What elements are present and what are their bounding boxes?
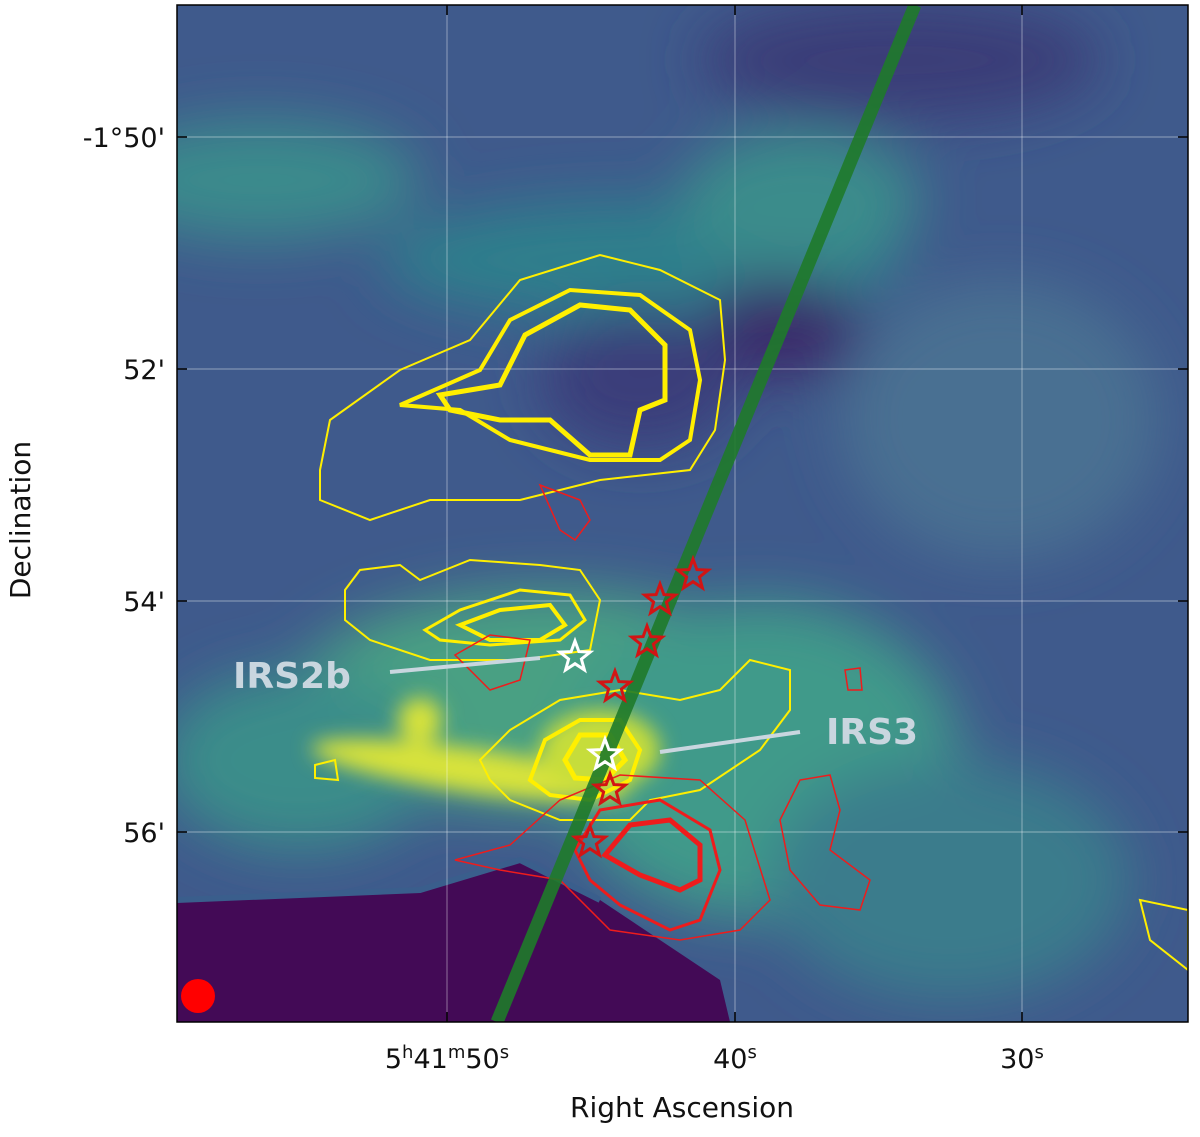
source-star <box>570 821 610 859</box>
tick-superscript: s <box>747 1042 756 1063</box>
slit-line <box>490 5 922 1022</box>
red-contours <box>453 483 871 941</box>
sky-image <box>177 5 1188 1022</box>
y-tick-label: 56' <box>123 818 165 849</box>
beam-size <box>181 979 215 1013</box>
annotation: IRS2b <box>233 656 351 697</box>
annotation: IRS3 <box>826 712 918 753</box>
tick-text: 30 <box>1000 1044 1034 1075</box>
tick-superscript: m <box>448 1042 466 1063</box>
tick-text: 40 <box>713 1044 747 1075</box>
y-tick-label: -1°50' <box>83 123 165 154</box>
source-star <box>673 554 713 592</box>
y-tick-label: 54' <box>123 587 165 618</box>
x-axis-label: Right Ascension <box>570 1091 794 1124</box>
source-star <box>627 621 667 659</box>
axes-frame <box>176 4 1189 1023</box>
x-tick-label: 40s <box>713 1042 757 1075</box>
irs2b-pointer <box>389 656 541 674</box>
y-axis-label: Declination <box>4 441 37 599</box>
x-tick-label: 5h41m50s <box>385 1042 509 1075</box>
source-star <box>590 769 630 807</box>
source-star <box>595 666 635 704</box>
tick-text: 5 <box>385 1044 402 1075</box>
tick-marks <box>177 5 1188 1022</box>
tick-superscript: s <box>500 1042 509 1063</box>
x-tick-label: 30s <box>1000 1042 1044 1075</box>
tick-text: 50 <box>465 1044 499 1075</box>
irs3-pointer <box>659 730 801 754</box>
source-star <box>585 734 625 772</box>
yellow-contours <box>314 253 1188 972</box>
coordinate-grid <box>177 5 1188 1022</box>
tick-superscript: h <box>402 1042 413 1063</box>
source-star <box>555 636 595 674</box>
y-tick-label: 52' <box>123 355 165 386</box>
tick-superscript: s <box>1034 1042 1043 1063</box>
source-star <box>640 579 680 617</box>
tick-text: 41 <box>413 1044 447 1075</box>
